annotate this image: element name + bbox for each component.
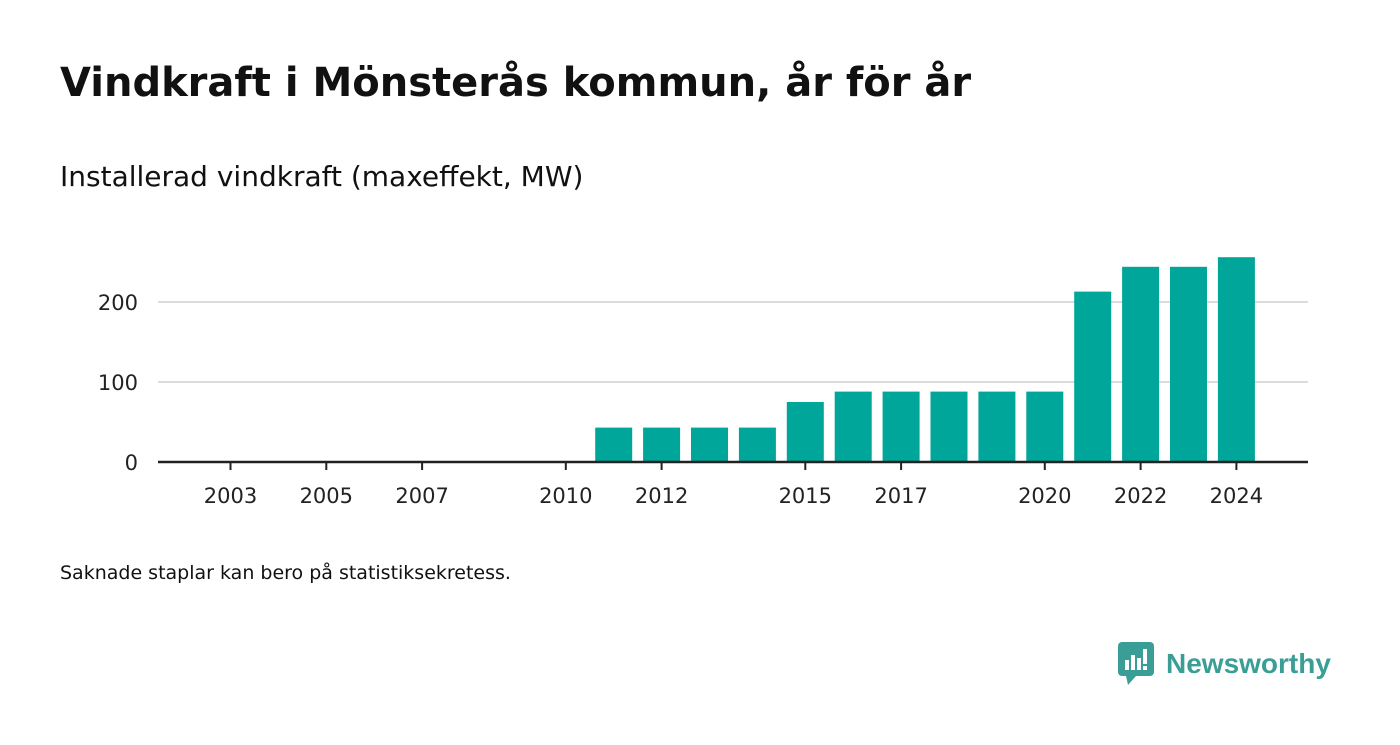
- bar-2024[interactable]: [1217, 257, 1255, 462]
- y-axis-labels: 0 100 200: [98, 291, 138, 475]
- x-tick-label: 2022: [1114, 484, 1167, 508]
- bar-2012[interactable]: [643, 427, 681, 462]
- x-tick-label: 2017: [874, 484, 927, 508]
- brand-name: Newsworthy: [1166, 648, 1331, 679]
- y-tick-label: 0: [125, 451, 138, 475]
- bar-2016[interactable]: [834, 391, 872, 462]
- bar-2021[interactable]: [1074, 291, 1112, 462]
- gridlines: [158, 301, 1308, 383]
- bar-2017[interactable]: [882, 391, 920, 462]
- bar-2020[interactable]: [1026, 391, 1064, 462]
- x-tick-label: 2015: [779, 484, 832, 508]
- bar-2014[interactable]: [738, 427, 776, 462]
- x-axis-labels: 2003 2005 2007 2010 2012 2015 2017 2020 2022 2024: [204, 484, 1263, 508]
- x-tick-label: 2012: [635, 484, 688, 508]
- chart-subtitle: Installerad vindkraft (maxeffekt, MW): [60, 160, 584, 193]
- bar-2019[interactable]: [978, 391, 1016, 462]
- bar-2011[interactable]: [595, 427, 633, 462]
- bar-2022[interactable]: [1122, 266, 1160, 462]
- x-tick-label: 2024: [1210, 484, 1263, 508]
- bar-2018[interactable]: [930, 391, 968, 462]
- x-axis: [158, 460, 1308, 470]
- bars: [595, 257, 1255, 462]
- y-tick-label: 100: [98, 371, 138, 395]
- footnote: Saknade staplar kan bero på statistiksek…: [60, 562, 511, 584]
- newsworthy-logo-icon: [1118, 642, 1154, 685]
- x-tick-label: 2007: [395, 484, 448, 508]
- newsworthy-logo[interactable]: Newsworthy: [1118, 642, 1331, 686]
- x-tick-label: 2003: [204, 484, 257, 508]
- y-tick-label: 200: [98, 291, 138, 315]
- x-tick-label: 2005: [300, 484, 353, 508]
- bar-2013[interactable]: [691, 427, 728, 462]
- x-tick-label: 2020: [1018, 484, 1071, 508]
- bar-2015[interactable]: [786, 402, 824, 462]
- x-tick-label: 2010: [539, 484, 592, 508]
- bar-2023[interactable]: [1170, 266, 1207, 462]
- chart-title: Vindkraft i Mönsterås kommun, år för år: [60, 60, 972, 106]
